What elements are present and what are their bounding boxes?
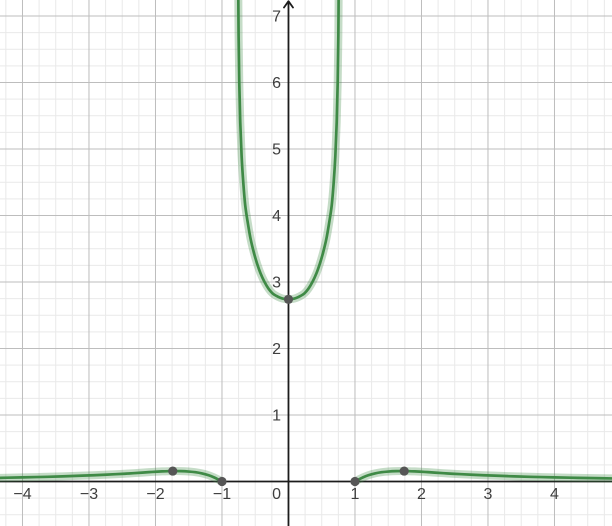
y-tick-label: 5 [272,142,281,159]
x-tick-label: −2 [146,486,164,503]
y-tick-label: 2 [272,341,281,358]
y-tick-label: 6 [272,75,281,92]
special-point[interactable] [350,476,360,487]
x-tick-label: −1 [213,486,231,503]
x-tick-label: −4 [13,486,31,503]
origin-label: 0 [272,486,281,503]
axis-labels: −4 −3 −2 −1 1 2 3 4 1 2 3 4 5 6 7 0 [13,9,559,503]
x-tick-label: −3 [80,486,98,503]
x-tick-label: 1 [351,486,360,503]
x-tick-label: 3 [484,486,493,503]
special-point[interactable] [217,476,227,487]
y-axis-arrow-icon [283,0,294,9]
special-point[interactable] [168,466,178,476]
y-tick-label: 4 [272,208,281,225]
y-tick-label: 7 [272,9,281,26]
special-point[interactable] [399,466,409,476]
x-tick-label: 2 [417,486,426,503]
special-point[interactable] [283,294,294,304]
y-tick-label: 1 [272,408,281,425]
curve-branch-right-tail[interactable] [353,469,612,483]
x-tick-label: 4 [550,486,559,503]
special-points [168,294,409,487]
curve-branch-left-tail[interactable] [0,469,224,483]
y-tick-label: 3 [272,275,281,292]
